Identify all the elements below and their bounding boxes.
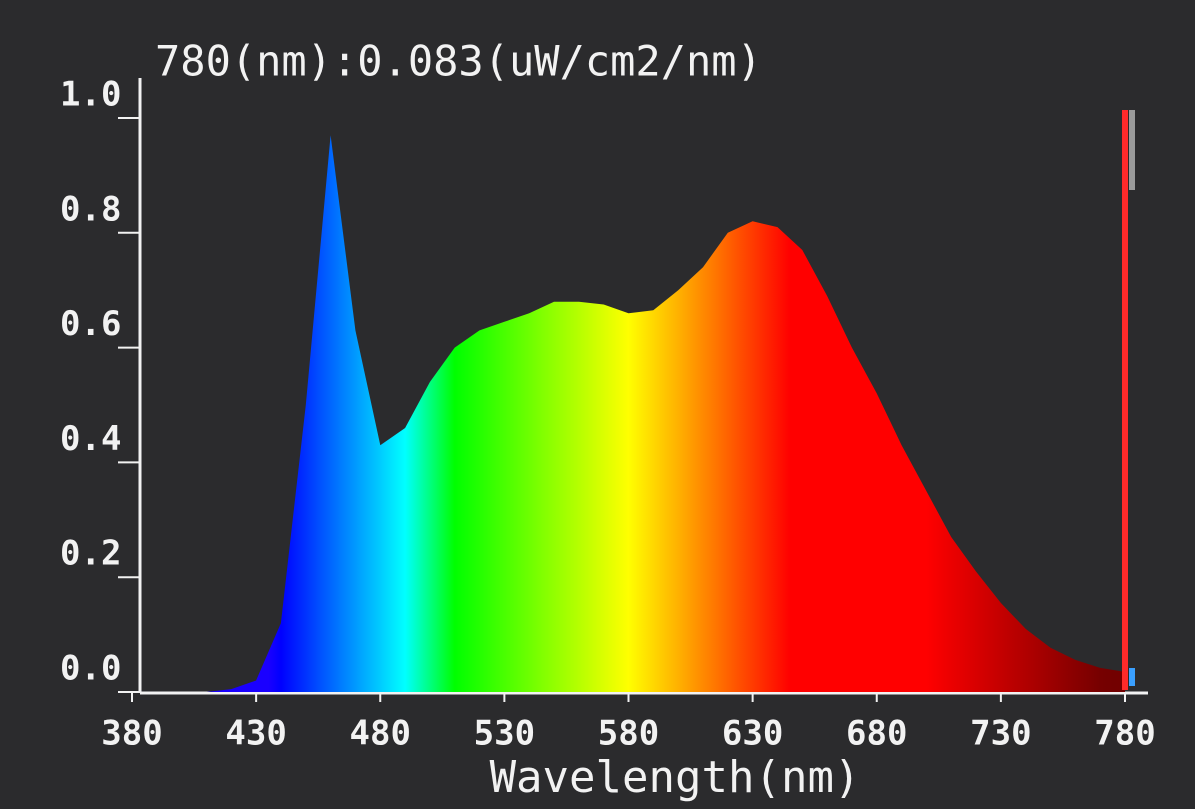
cursor-marker xyxy=(1129,110,1135,190)
x-axis-label: Wavelength(nm) xyxy=(490,752,861,803)
chart-title: 780(nm):0.083(uW/cm2/nm) xyxy=(155,37,762,86)
x-tick-label: 530 xyxy=(474,714,535,754)
x-tick-label: 480 xyxy=(350,714,411,754)
y-tick-label: 0.8 xyxy=(60,189,121,229)
x-tick-label: 380 xyxy=(101,714,162,754)
y-tick-label: 1.0 xyxy=(60,75,121,115)
y-tick-label: 0.2 xyxy=(60,534,121,574)
y-tick-label: 0.6 xyxy=(60,304,121,344)
y-tick-label: 0.0 xyxy=(60,649,121,689)
x-tick-label: 430 xyxy=(225,714,286,754)
x-tick-label: 730 xyxy=(970,714,1031,754)
x-tick-label: 630 xyxy=(722,714,783,754)
x-tick-label: 580 xyxy=(598,714,659,754)
cursor-marker-bottom xyxy=(1129,668,1135,686)
x-tick-label: 680 xyxy=(846,714,907,754)
spectrum-area xyxy=(132,135,1125,692)
y-tick-label: 0.4 xyxy=(60,419,121,459)
x-tick-label: 780 xyxy=(1094,714,1155,754)
